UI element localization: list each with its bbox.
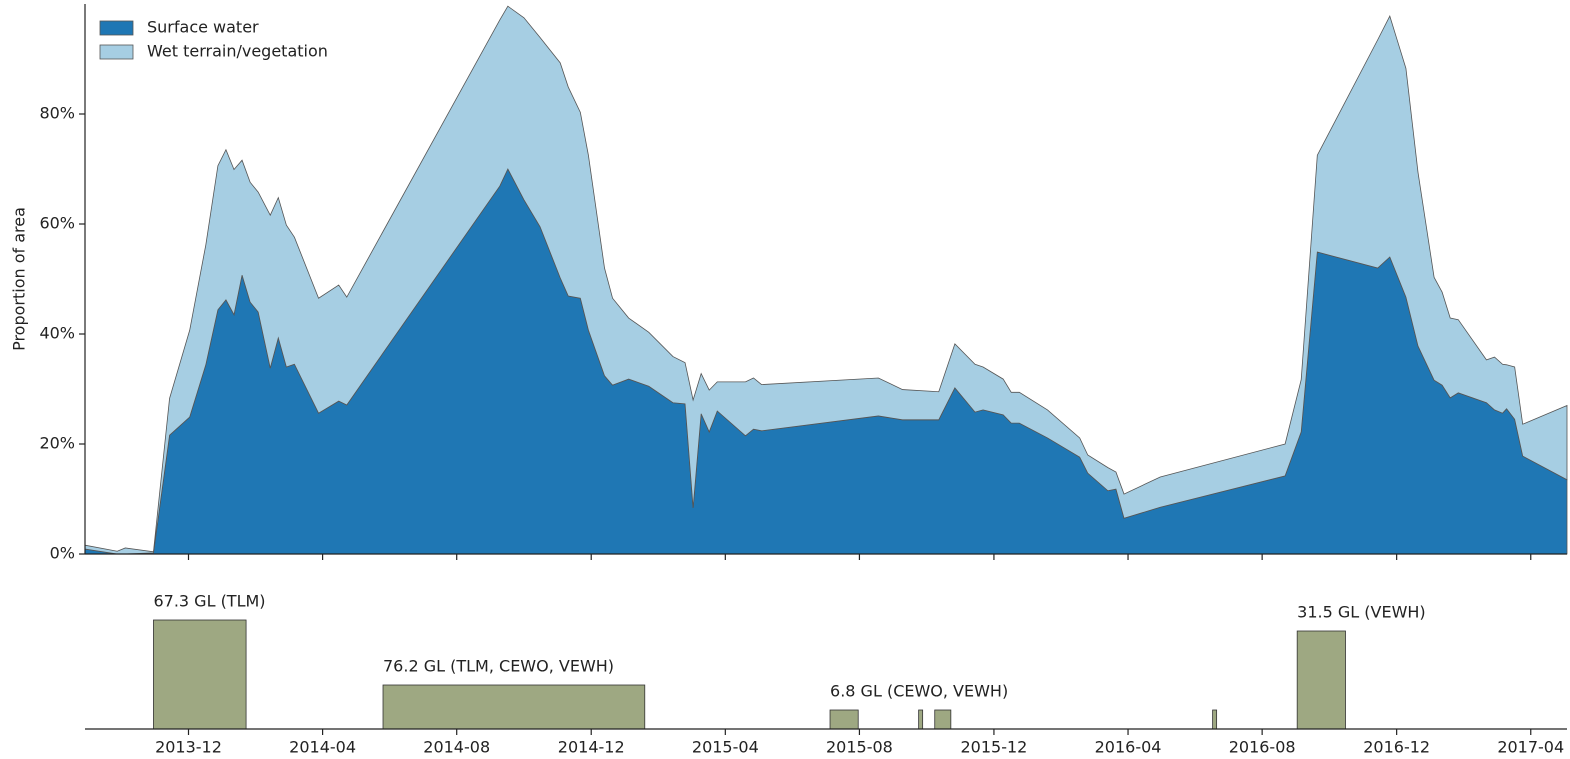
legend-swatch [99, 20, 134, 36]
x-tick-label: 2015-04 [692, 738, 759, 757]
event-label: 76.2 GL (TLM, CEWO, VEWH) [383, 657, 614, 676]
event-bar [1296, 630, 1346, 730]
event-bar [382, 684, 646, 730]
x-tick-label: 2016-04 [1095, 738, 1162, 757]
y-tick-label: 80% [39, 104, 75, 123]
event-bar [829, 709, 859, 730]
x-tick-label: 2017-04 [1497, 738, 1564, 757]
y-tick-label: 40% [39, 324, 75, 343]
x-tick-label: 2015-08 [826, 738, 893, 757]
legend-label: Wet terrain/vegetation [147, 42, 328, 61]
area [84, 5, 1568, 555]
x-tick-label: 2015-12 [961, 738, 1028, 757]
x-tick-label: 2016-12 [1363, 738, 1430, 757]
x-tick-label: 2016-08 [1229, 738, 1296, 757]
event-label: 31.5 GL (VEWH) [1297, 603, 1426, 622]
legend-label: Surface water [147, 18, 259, 37]
event-bar [153, 619, 247, 730]
x-tick-label: 2013-12 [155, 738, 222, 757]
event-bar [918, 709, 924, 730]
x-tick-label: 2014-04 [289, 738, 356, 757]
event-label: 67.3 GL (TLM) [153, 592, 265, 611]
y-tick-label: 20% [39, 434, 75, 453]
y-tick-label: 60% [39, 214, 75, 233]
x-tick-label: 2014-08 [423, 738, 490, 757]
event-label: 6.8 GL (CEWO, VEWH) [830, 682, 1008, 701]
x-tick-label: 2014-12 [558, 738, 625, 757]
event-bar [1212, 709, 1218, 730]
y-axis-label: Proportion of area [10, 207, 29, 351]
y-tick-label: 0% [50, 544, 75, 563]
legend-swatch [99, 44, 134, 60]
event-bar [934, 709, 952, 730]
